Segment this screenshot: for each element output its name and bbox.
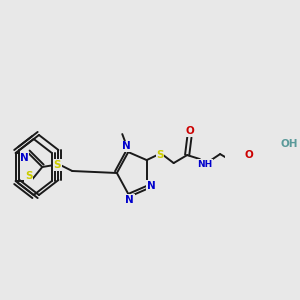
Text: O: O: [244, 150, 253, 160]
Text: N: N: [147, 181, 156, 191]
Text: S: S: [25, 171, 32, 181]
Text: N: N: [125, 195, 134, 205]
Text: NH: NH: [197, 160, 213, 169]
Text: OH: OH: [280, 139, 298, 149]
Text: N: N: [20, 153, 29, 163]
Text: N: N: [122, 141, 130, 151]
Text: S: S: [53, 160, 61, 170]
Text: S: S: [156, 150, 164, 160]
Text: O: O: [185, 126, 194, 136]
